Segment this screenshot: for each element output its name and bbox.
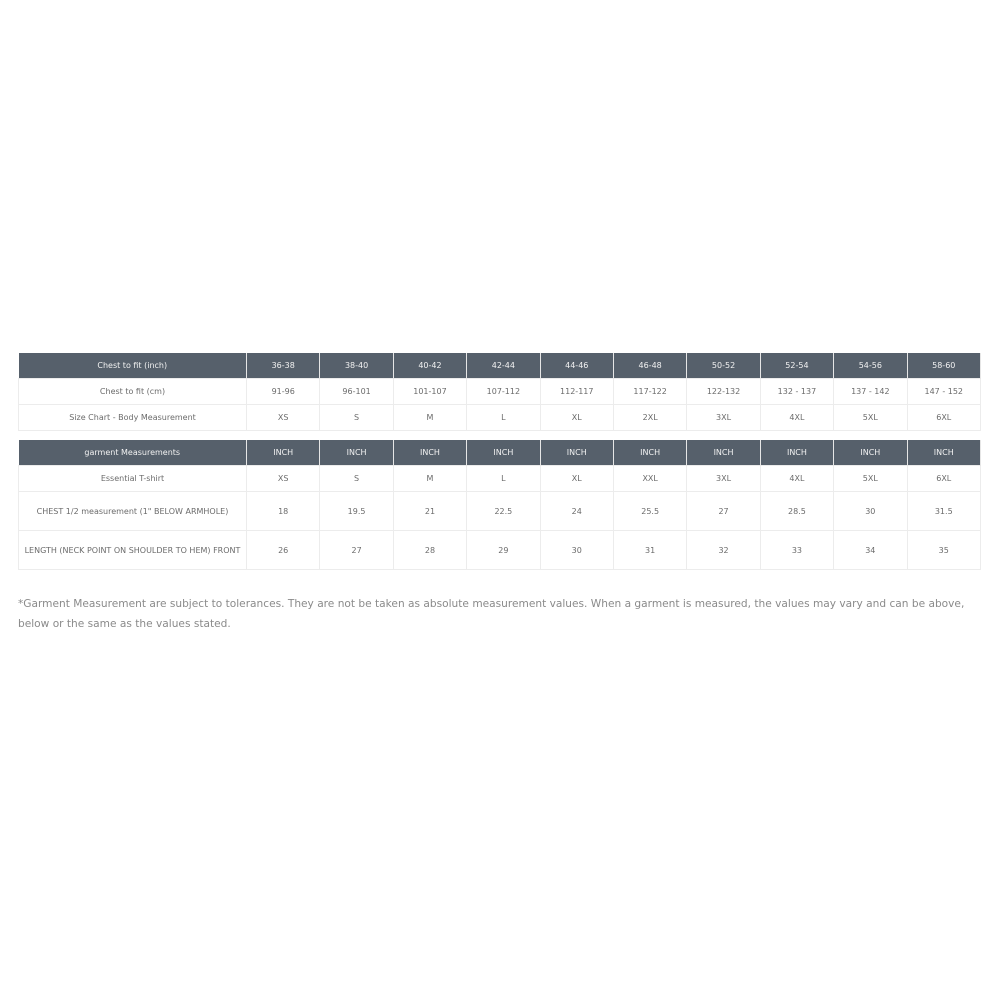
column-header-cell: INCH — [466, 440, 541, 466]
column-header-cell: 58-60 — [907, 353, 982, 379]
header-row: Chest to fit (inch) 36-38 38-40 40-42 42-44 4… — [18, 353, 982, 379]
table-cell: 26 — [245, 530, 321, 570]
table-cell: 5XL — [833, 404, 908, 431]
table-cell: S — [319, 404, 394, 431]
table-cell: 4XL — [759, 404, 835, 431]
table-cell: 30 — [833, 491, 908, 531]
column-header-cell: INCH — [246, 440, 321, 466]
table-cell: 4XL — [759, 465, 835, 492]
table-cell: 3XL — [686, 465, 761, 492]
table-cell: M — [392, 465, 468, 492]
column-header-cell: 36-38 — [246, 353, 321, 379]
table-cell: 21 — [392, 491, 468, 531]
table-cell: XS — [245, 465, 321, 492]
table-cell: 34 — [833, 530, 908, 570]
table-cell: 18 — [245, 491, 321, 531]
table-cell: 117-122 — [612, 378, 688, 405]
table-cell: 147 - 152 — [906, 378, 982, 405]
table-cell: 31 — [612, 530, 688, 570]
table-cell: 28.5 — [759, 491, 835, 531]
column-header-cell: INCH — [393, 440, 468, 466]
table-cell: 5XL — [833, 465, 908, 492]
table-cell: 32 — [686, 530, 761, 570]
row-header-cell: Chest to fit (inch) — [18, 353, 247, 379]
column-header-cell: 52-54 — [760, 353, 835, 379]
table-cell: 25.5 — [612, 491, 688, 531]
table-row: LENGTH (NECK POINT ON SHOULDER TO HEM) F… — [18, 530, 982, 570]
table-cell: XL — [539, 404, 614, 431]
table-cell: L — [466, 465, 541, 492]
table-cell: 27 — [686, 491, 761, 531]
table-cell: 19.5 — [319, 491, 394, 531]
table-cell: M — [392, 404, 468, 431]
row-label-cell: Chest to fit (cm) — [18, 378, 247, 405]
table-cell: 91-96 — [245, 378, 321, 405]
column-header-cell: 50-52 — [686, 353, 761, 379]
table-cell: 6XL — [906, 404, 982, 431]
table-row: Size Chart - Body Measurement XS S M L XL 2XL 3… — [18, 404, 982, 431]
table-cell: 22.5 — [466, 491, 541, 531]
body-measurement-table: Chest to fit (inch) 36-38 38-40 40-42 42-44 4… — [18, 353, 982, 431]
table-cell: 33 — [759, 530, 835, 570]
table-row: Essential T-shirt XS S M L XL XXL 3XL 4XL 5XL 6XL — [18, 465, 982, 492]
table-cell: 112-117 — [539, 378, 614, 405]
table-cell: XXL — [612, 465, 688, 492]
table-cell: 3XL — [686, 404, 761, 431]
table-cell: 6XL — [906, 465, 982, 492]
row-label-cell: LENGTH (NECK POINT ON SHOULDER TO HEM) F… — [18, 530, 247, 570]
table-cell: 2XL — [612, 404, 688, 431]
column-header-cell: 44-46 — [540, 353, 614, 379]
table-cell: XL — [539, 465, 614, 492]
column-header-cell: 40-42 — [393, 353, 468, 379]
table-cell: 28 — [392, 530, 468, 570]
table-row: CHEST 1/2 measurement (1" BELOW ARMHOLE)… — [18, 491, 982, 531]
table-cell: XS — [245, 404, 321, 431]
column-header-cell: INCH — [686, 440, 761, 466]
table-cell: L — [466, 404, 541, 431]
header-row: garment Measurements INCH INCH INCH INCH INCH… — [18, 440, 982, 466]
row-header-cell: garment Measurements — [18, 440, 247, 466]
column-header-cell: INCH — [833, 440, 908, 466]
table-cell: S — [319, 465, 394, 492]
tolerance-note: *Garment Measurement are subject to tole… — [18, 598, 965, 630]
table-row: Chest to fit (cm) 91-96 96-101 101-107 107-1… — [18, 378, 982, 405]
row-label-cell: Size Chart - Body Measurement — [18, 404, 247, 431]
table-cell: 29 — [466, 530, 541, 570]
row-label-cell: Essential T-shirt — [18, 465, 247, 492]
table-cell: 101-107 — [392, 378, 468, 405]
table-cell: 107-112 — [466, 378, 541, 405]
column-header-cell: INCH — [760, 440, 835, 466]
column-header-cell: INCH — [613, 440, 688, 466]
garment-measurement-table: garment Measurements INCH INCH INCH INCH INCH… — [18, 440, 982, 570]
column-header-cell: 38-40 — [319, 353, 394, 379]
table-cell: 30 — [539, 530, 614, 570]
table-cell: 122-132 — [686, 378, 761, 405]
table-cell: 132 - 137 — [759, 378, 835, 405]
column-header-cell: 42-44 — [466, 353, 541, 379]
column-header-cell: 46-48 — [613, 353, 688, 379]
table-cell: 35 — [906, 530, 982, 570]
table-cell: 24 — [539, 491, 614, 531]
table-cell: 137 - 142 — [833, 378, 908, 405]
column-header-cell: INCH — [907, 440, 982, 466]
table-cell: 96-101 — [319, 378, 394, 405]
table-cell: 27 — [319, 530, 394, 570]
column-header-cell: INCH — [540, 440, 614, 466]
table-cell: 31.5 — [906, 491, 982, 531]
column-header-cell: INCH — [319, 440, 394, 466]
row-label-cell: CHEST 1/2 measurement (1" BELOW ARMHOLE) — [18, 491, 247, 531]
column-header-cell: 54-56 — [833, 353, 908, 379]
